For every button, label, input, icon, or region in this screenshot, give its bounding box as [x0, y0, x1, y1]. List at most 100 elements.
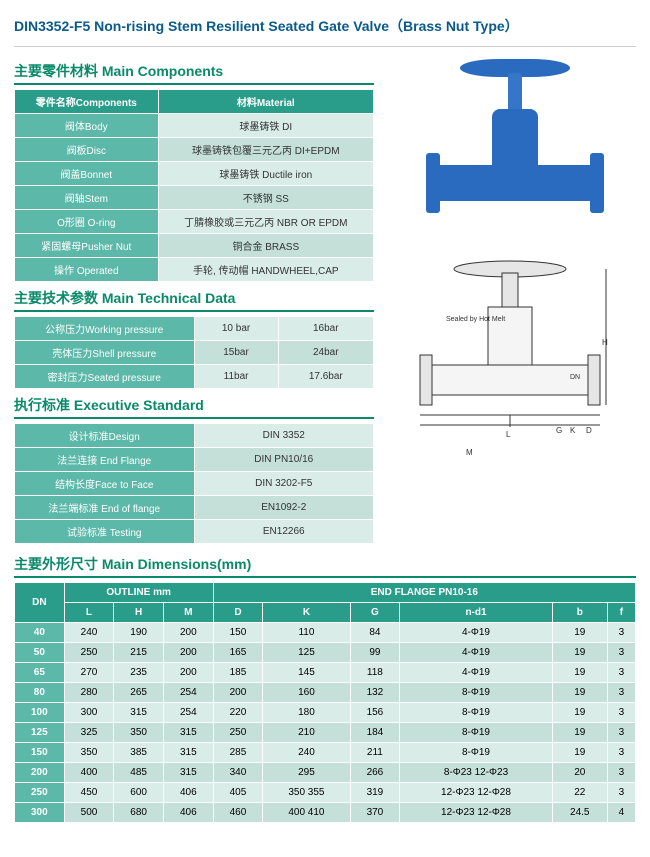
executive-row-label: 法兰连接 End Flange — [15, 448, 195, 472]
technical-row-v1: 10 bar — [194, 317, 278, 341]
dim-cell: 325 — [64, 723, 114, 743]
components-row-label: 阀板Disc — [15, 138, 159, 162]
dim-dn-cell: 200 — [15, 763, 65, 783]
dim-cell: 450 — [64, 783, 114, 803]
dim-dn-cell: 80 — [15, 683, 65, 703]
dim-cell: 3 — [607, 623, 635, 643]
dim-cell: 8-Φ19 — [400, 743, 553, 763]
dim-cell: 240 — [64, 623, 114, 643]
dim-cell: 235 — [114, 663, 164, 683]
dim-head-endflange: END FLANGE PN10-16 — [213, 583, 635, 603]
dim-cell: 405 — [213, 783, 263, 803]
dim-cell: 460 — [213, 803, 263, 823]
technical-row-label: 密封压力Seated pressure — [15, 365, 195, 389]
dim-cell: 150 — [213, 623, 263, 643]
dim-cell: 200 — [163, 643, 213, 663]
dim-cell: 19 — [552, 723, 607, 743]
components-head-right: 材料Material — [158, 90, 373, 114]
dim-cell: 8-Φ19 — [400, 723, 553, 743]
dim-cell: 22 — [552, 783, 607, 803]
dim-cell: 385 — [114, 743, 164, 763]
dim-subhead: K — [263, 603, 350, 623]
components-row-value: 球墨铸铁 Ductile iron — [158, 162, 373, 186]
dim-DN: DN — [570, 374, 580, 381]
dim-dn-cell: 100 — [15, 703, 65, 723]
dim-cell: 319 — [350, 783, 400, 803]
heading-executive-en: Executive Standard — [74, 397, 204, 413]
dim-cell: 254 — [163, 683, 213, 703]
dim-M: M — [466, 448, 473, 457]
components-row-label: O形圈 O-ring — [15, 210, 159, 234]
dim-cell: 132 — [350, 683, 400, 703]
heading-dimensions: 主要外形尺寸 Main Dimensions(mm) — [14, 554, 636, 578]
components-row-label: 阀轴Stem — [15, 186, 159, 210]
components-row-value: 手轮, 传动帽 HANDWHEEL,CAP — [158, 258, 373, 282]
dim-dn-cell: 125 — [15, 723, 65, 743]
components-row-label: 阀体Body — [15, 114, 159, 138]
valve-stem-icon — [508, 73, 522, 113]
dim-cell: 200 — [163, 623, 213, 643]
dim-cell: 315 — [163, 723, 213, 743]
executive-row-value: DIN PN10/16 — [194, 448, 374, 472]
dim-cell: 4-Φ19 — [400, 643, 553, 663]
dim-cell: 406 — [163, 803, 213, 823]
dim-cell: 165 — [213, 643, 263, 663]
dim-cell: 200 — [163, 663, 213, 683]
technical-row-v2: 24bar — [278, 341, 373, 365]
components-row-value: 丁腈橡胶或三元乙丙 NBR OR EPDM — [158, 210, 373, 234]
dim-cell: 3 — [607, 783, 635, 803]
dim-cell: 315 — [163, 743, 213, 763]
dim-cell: 280 — [64, 683, 114, 703]
dim-subhead: L — [64, 603, 114, 623]
dim-cell: 500 — [64, 803, 114, 823]
dim-cell: 4 — [607, 803, 635, 823]
dim-K: K — [570, 426, 576, 435]
components-row-value: 球墨铸铁 DI — [158, 114, 373, 138]
dim-cell: 400 — [64, 763, 114, 783]
technical-table: 公称压力Working pressure10 bar16bar壳体压力Shell… — [14, 316, 374, 389]
dim-cell: 3 — [607, 763, 635, 783]
dim-cell: 200 — [213, 683, 263, 703]
dim-dn-cell: 65 — [15, 663, 65, 683]
dim-cell: 370 — [350, 803, 400, 823]
dim-cell: 600 — [114, 783, 164, 803]
executive-row-label: 试验标准 Testing — [15, 520, 195, 544]
dim-cell: 4-Φ19 — [400, 663, 553, 683]
dim-dn-cell: 150 — [15, 743, 65, 763]
dim-subhead: f — [607, 603, 635, 623]
dim-cell: 285 — [213, 743, 263, 763]
dim-cell: 12-Φ23 12-Φ28 — [400, 803, 553, 823]
dim-cell: 160 — [263, 683, 350, 703]
dim-cell: 19 — [552, 743, 607, 763]
dim-cell: 265 — [114, 683, 164, 703]
dim-cell: 3 — [607, 703, 635, 723]
executive-row-value: DIN 3202-F5 — [194, 472, 374, 496]
executive-row-value: EN12266 — [194, 520, 374, 544]
heading-technical-cn: 主要技术参数 — [14, 290, 98, 306]
heading-executive-cn: 执行标准 — [14, 397, 70, 413]
dim-cell: 3 — [607, 643, 635, 663]
components-row-value: 铜合金 BRASS — [158, 234, 373, 258]
dim-cell: 340 — [213, 763, 263, 783]
dim-cell: 8-Φ23 12-Φ23 — [400, 763, 553, 783]
executive-row-label: 设计标准Design — [15, 424, 195, 448]
heading-components-cn: 主要零件材料 — [14, 63, 98, 79]
dim-cell: 240 — [263, 743, 350, 763]
dim-cell: 270 — [64, 663, 114, 683]
dim-cell: 400 410 — [263, 803, 350, 823]
dim-cell: 190 — [114, 623, 164, 643]
dim-cell: 156 — [350, 703, 400, 723]
dim-cell: 4-Φ19 — [400, 623, 553, 643]
dim-cell: 266 — [350, 763, 400, 783]
dim-dn-cell: 40 — [15, 623, 65, 643]
dim-H: H — [602, 338, 608, 347]
dim-cell: 315 — [163, 763, 213, 783]
valve-flange-right-icon — [590, 153, 604, 213]
valve-pipe-icon — [434, 165, 596, 201]
dim-cell: 315 — [114, 703, 164, 723]
diagram-note: Sealed by Hot Melt — [446, 316, 505, 323]
technical-row-v2: 16bar — [278, 317, 373, 341]
dim-cell: 180 — [263, 703, 350, 723]
dim-subhead: D — [213, 603, 263, 623]
components-row-value: 不锈钢 SS — [158, 186, 373, 210]
